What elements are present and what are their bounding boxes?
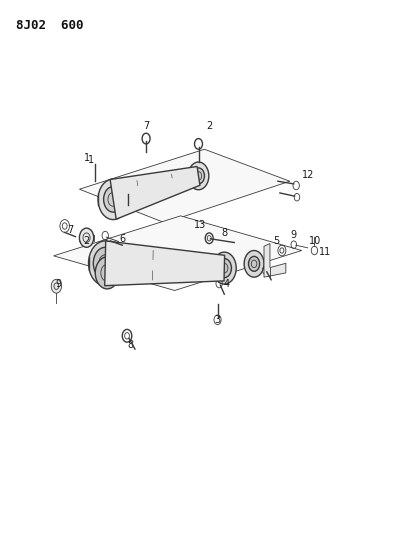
Text: 5: 5 <box>273 236 279 246</box>
Text: 4: 4 <box>223 279 229 289</box>
Text: 2: 2 <box>206 122 213 131</box>
Circle shape <box>188 162 209 190</box>
Circle shape <box>244 251 264 277</box>
Text: 9: 9 <box>56 279 62 288</box>
Text: 8J02  600: 8J02 600 <box>16 19 83 31</box>
Circle shape <box>104 187 123 212</box>
Circle shape <box>249 256 260 271</box>
Circle shape <box>212 252 236 284</box>
Circle shape <box>51 279 62 293</box>
Polygon shape <box>79 149 290 223</box>
Polygon shape <box>105 241 225 286</box>
Text: 13: 13 <box>195 220 206 230</box>
Text: 9: 9 <box>291 230 297 239</box>
Polygon shape <box>110 166 200 219</box>
Circle shape <box>89 241 122 286</box>
Text: 11: 11 <box>320 247 331 256</box>
Text: 4: 4 <box>270 266 276 276</box>
Circle shape <box>193 168 204 184</box>
Text: 10: 10 <box>309 236 321 246</box>
Text: 7: 7 <box>143 122 149 131</box>
Circle shape <box>99 255 112 272</box>
Polygon shape <box>264 244 286 277</box>
Text: 1: 1 <box>87 155 94 165</box>
Text: 1: 1 <box>83 154 90 163</box>
Circle shape <box>79 228 94 247</box>
Text: 6: 6 <box>119 234 125 244</box>
Circle shape <box>93 247 117 279</box>
Circle shape <box>98 179 128 220</box>
Text: 8: 8 <box>221 228 227 238</box>
Text: 12: 12 <box>301 170 314 180</box>
Text: 2: 2 <box>83 236 90 246</box>
Polygon shape <box>54 216 302 290</box>
Text: 7: 7 <box>67 225 74 235</box>
Circle shape <box>217 259 231 278</box>
Text: 8: 8 <box>127 341 133 350</box>
Circle shape <box>95 257 119 289</box>
Text: 3: 3 <box>214 315 221 325</box>
